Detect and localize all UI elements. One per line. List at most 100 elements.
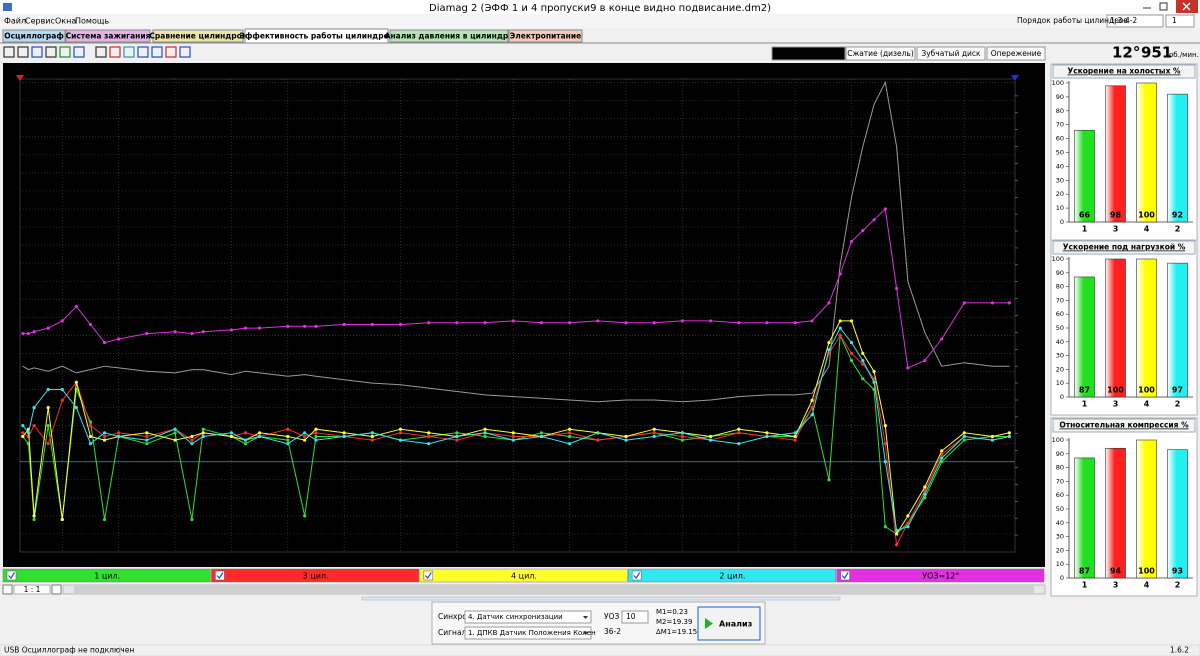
- menu-item[interactable]: Сервис: [25, 17, 55, 26]
- tab[interactable]: [152, 29, 244, 43]
- bar: [1074, 276, 1095, 398]
- legend-segment[interactable]: [836, 568, 1045, 583]
- toolbar-icon[interactable]: [109, 46, 121, 58]
- data-point: [314, 438, 318, 442]
- signal-dropdown[interactable]: [464, 626, 592, 640]
- toolbar-icon[interactable]: [95, 46, 107, 58]
- data-point: [962, 434, 966, 439]
- y2-tick-label: 1,500: [1020, 295, 1040, 303]
- toolbar-icon[interactable]: [179, 46, 191, 58]
- zoom-out-button[interactable]: [2, 584, 13, 595]
- toolbar-icon[interactable]: [3, 46, 15, 58]
- menu-item[interactable]: Файл: [4, 17, 26, 26]
- legend-segment[interactable]: [211, 568, 420, 583]
- data-point: [483, 431, 487, 435]
- y-tick-label: 20: [1056, 190, 1064, 198]
- data-point: [370, 431, 374, 435]
- data-point: [838, 333, 842, 337]
- toolbar-icon[interactable]: [165, 46, 177, 58]
- toolbar-icon[interactable]: [137, 46, 149, 58]
- y-tick-label: 30: [1056, 176, 1064, 184]
- y2-tick-label: 600: [1020, 447, 1033, 455]
- x-tick-label: 4: [229, 556, 234, 565]
- data-point: [940, 449, 944, 453]
- legend-segment[interactable]: [2, 568, 211, 583]
- data-point: [895, 543, 899, 547]
- toolbar-icon[interactable]: [151, 46, 163, 58]
- data-point: [190, 434, 194, 439]
- y2-tick-label: 1,400: [1020, 312, 1040, 320]
- data-point: [652, 431, 656, 435]
- data-point: [60, 387, 64, 392]
- tab[interactable]: [389, 29, 509, 43]
- data-point: [680, 319, 684, 323]
- y-tick-label: 40: [1056, 338, 1064, 346]
- toolbar-icon[interactable]: [45, 46, 57, 58]
- uoz-spinner[interactable]: [621, 610, 649, 624]
- data-point: [962, 301, 966, 305]
- cylinder-order-dropdown[interactable]: [1106, 14, 1164, 28]
- menu-item[interactable]: Помощь: [75, 17, 109, 26]
- data-point: [21, 331, 25, 336]
- legend-label: 2 цил.: [719, 572, 745, 581]
- data-point: [314, 427, 318, 431]
- cylinder-order-spinner[interactable]: [1165, 14, 1195, 28]
- data-point: [117, 434, 121, 439]
- y-tick-label: 80: [1056, 464, 1064, 472]
- y-tick-label: 40: [1056, 519, 1064, 527]
- data-point: [190, 331, 194, 336]
- legend-checkbox[interactable]: [631, 570, 642, 581]
- toolbar-icon[interactable]: [59, 46, 71, 58]
- data-point: [26, 331, 31, 336]
- y2-tick-label: 400: [1020, 480, 1033, 488]
- x-tick-label: 17: [959, 556, 969, 565]
- data-point: [455, 434, 459, 439]
- menu-bar: [0, 14, 1200, 28]
- data-point: [427, 321, 431, 325]
- data-point: [940, 456, 944, 460]
- data-point: [708, 438, 713, 442]
- tab[interactable]: [65, 29, 151, 43]
- legend-check: [633, 572, 641, 579]
- data-point: [483, 427, 487, 431]
- y-tick-label: 40: [1056, 162, 1064, 170]
- data-point: [849, 239, 854, 244]
- legend-checkbox[interactable]: [6, 570, 17, 581]
- sub-tab[interactable]: [771, 46, 846, 61]
- legend-checkbox[interactable]: [423, 570, 434, 581]
- tab[interactable]: [2, 29, 66, 43]
- y-tick-label: 0: [13, 367, 17, 375]
- toolbar-icon[interactable]: [73, 46, 85, 58]
- ignition-angle: 12°: [1112, 44, 1140, 62]
- scrollbar-thumb[interactable]: [74, 586, 1034, 593]
- toolbar-icon[interactable]: [123, 46, 135, 58]
- tab[interactable]: [508, 29, 583, 43]
- panel-title: Ускорение под нагрузкой %: [1063, 243, 1186, 252]
- data-point: [861, 229, 865, 233]
- data-point: [990, 434, 995, 439]
- legend-segment[interactable]: [419, 568, 628, 583]
- x-tick-label: 10: [565, 556, 575, 565]
- sub-tab[interactable]: [916, 46, 986, 61]
- toolbar-icon[interactable]: [17, 46, 29, 58]
- y-tick-label: 40: [8, 223, 17, 231]
- data-point: [962, 431, 966, 435]
- y-tick-label: -15: [6, 422, 17, 430]
- x-tick-label: 13: [734, 556, 744, 565]
- legend-segment[interactable]: [627, 568, 836, 583]
- splitter-handle[interactable]: [361, 596, 841, 601]
- menu-item[interactable]: Окна: [55, 17, 76, 26]
- legend-check: [216, 572, 224, 579]
- sub-tab[interactable]: [986, 46, 1046, 61]
- category-label: 4: [1144, 581, 1150, 590]
- legend-checkbox[interactable]: [215, 570, 225, 581]
- sub-tab[interactable]: [845, 46, 916, 61]
- data-point: [568, 431, 572, 435]
- zoom-in-button[interactable]: [51, 584, 62, 595]
- legend-checkbox[interactable]: [840, 570, 850, 581]
- toolbar-icon[interactable]: [31, 46, 43, 58]
- sync-dropdown[interactable]: [464, 610, 592, 624]
- restore-button[interactable]: [1159, 2, 1168, 11]
- status-message: USB Осциллограф не подключен: [4, 646, 134, 655]
- data-point: [838, 272, 842, 276]
